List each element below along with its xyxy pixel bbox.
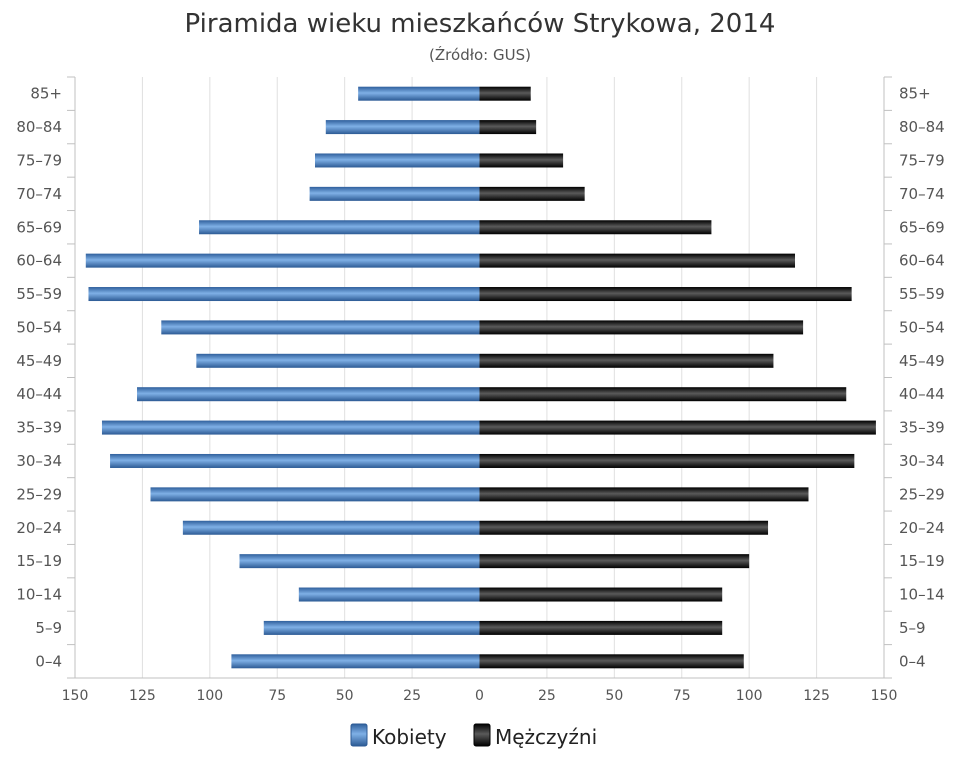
bar-kobiety[interactable] <box>85 253 480 268</box>
bar-kobiety[interactable] <box>315 153 480 168</box>
category-label-left: 5–9 <box>35 619 62 637</box>
category-label-right: 15–19 <box>899 552 945 570</box>
category-label-right: 45–49 <box>899 352 945 370</box>
category-label-right: 35–39 <box>899 419 945 437</box>
category-label-right: 25–29 <box>899 485 945 503</box>
legend-item-mezczyzni[interactable]: Mężczyźni <box>473 723 597 749</box>
category-label-left: 85+ <box>30 85 62 103</box>
bar-mezczyzni[interactable] <box>479 620 723 635</box>
bar-mezczyzni[interactable] <box>479 86 531 101</box>
category-label-right: 30–34 <box>899 452 945 470</box>
x-tick-label: 25 <box>538 688 556 704</box>
category-label-left: 75–79 <box>16 151 62 169</box>
x-tick-label: 125 <box>129 688 156 704</box>
category-label-left: 50–54 <box>16 318 62 336</box>
x-tick-label: 100 <box>736 688 763 704</box>
bar-mezczyzni[interactable] <box>479 420 876 435</box>
x-tick-label: 75 <box>673 688 691 704</box>
x-tick-label: 0 <box>475 688 484 704</box>
x-tick-labels: 150 125 100 75 50 25 0 25 50 75 100 125 150 <box>62 688 898 704</box>
bar-kobiety[interactable] <box>298 587 480 602</box>
bar-mezczyzni[interactable] <box>479 387 847 402</box>
bar-kobiety[interactable] <box>101 420 480 435</box>
bar-kobiety[interactable] <box>263 620 480 635</box>
category-label-right: 20–24 <box>899 519 945 537</box>
category-label-left: 0–4 <box>35 652 62 670</box>
category-label-left: 35–39 <box>16 419 62 437</box>
category-label-left: 30–34 <box>16 452 62 470</box>
x-tick-label: 50 <box>605 688 623 704</box>
bar-mezczyzni[interactable] <box>479 153 564 168</box>
category-label-right: 75–79 <box>899 151 945 169</box>
bar-mezczyzni[interactable] <box>479 554 750 569</box>
x-tick-label: 100 <box>196 688 223 704</box>
category-label-right: 60–64 <box>899 252 945 270</box>
axes <box>67 76 892 679</box>
category-label-left: 80–84 <box>16 118 62 136</box>
chart-subtitle: (Źródło: GUS) <box>429 45 531 64</box>
category-label-right: 5–9 <box>899 619 926 637</box>
bar-mezczyzni[interactable] <box>479 287 852 302</box>
category-labels: 0–4 0–4 5–9 5–9 10–14 10–14 15–19 15–19 20–24 20–… <box>16 85 944 671</box>
bar-kobiety[interactable] <box>182 520 480 535</box>
bar-kobiety[interactable] <box>309 186 480 201</box>
bar-mezczyzni[interactable] <box>479 120 537 135</box>
chart-title: Piramida wieku mieszkańców Strykowa, 201… <box>185 9 776 39</box>
category-label-left: 65–69 <box>16 218 62 236</box>
bar-kobiety[interactable] <box>161 320 480 335</box>
bar-mezczyzni[interactable] <box>479 587 723 602</box>
bar-mezczyzni[interactable] <box>479 186 585 201</box>
bars <box>85 86 876 669</box>
category-label-right: 85+ <box>899 85 931 103</box>
bar-mezczyzni[interactable] <box>479 253 796 268</box>
category-label-right: 65–69 <box>899 218 945 236</box>
category-label-right: 50–54 <box>899 318 945 336</box>
bar-kobiety[interactable] <box>137 387 480 402</box>
legend[interactable]: Kobiety Mężczyźni <box>350 723 597 749</box>
category-label-right: 10–14 <box>899 586 945 604</box>
x-tick-label: 150 <box>62 688 89 704</box>
category-label-left: 70–74 <box>16 185 62 203</box>
legend-item-kobiety[interactable]: Kobiety <box>350 723 447 749</box>
x-tick-label: 125 <box>803 688 830 704</box>
x-tick-label: 25 <box>403 688 421 704</box>
category-label-right: 40–44 <box>899 385 945 403</box>
category-label-left: 25–29 <box>16 485 62 503</box>
bar-kobiety[interactable] <box>199 220 480 235</box>
bar-kobiety[interactable] <box>358 86 480 101</box>
bar-kobiety[interactable] <box>239 554 480 569</box>
category-label-left: 15–19 <box>16 552 62 570</box>
bar-kobiety[interactable] <box>196 353 480 368</box>
bar-kobiety[interactable] <box>325 120 480 135</box>
x-tick-label: 75 <box>268 688 286 704</box>
bar-mezczyzni[interactable] <box>479 487 809 502</box>
bar-kobiety[interactable] <box>231 654 480 669</box>
x-tick-label: 50 <box>336 688 354 704</box>
bar-mezczyzni[interactable] <box>479 520 769 535</box>
category-label-right: 80–84 <box>899 118 945 136</box>
legend-swatch-kobiety <box>350 723 368 747</box>
category-label-right: 55–59 <box>899 285 945 303</box>
bar-mezczyzni[interactable] <box>479 220 712 235</box>
legend-label-mezczyzni: Mężczyźni <box>495 725 597 749</box>
bar-kobiety[interactable] <box>150 487 480 502</box>
category-label-left: 40–44 <box>16 385 62 403</box>
bar-mezczyzni[interactable] <box>479 320 804 335</box>
category-label-left: 55–59 <box>16 285 62 303</box>
category-label-left: 10–14 <box>16 586 62 604</box>
legend-swatch-mezczyzni <box>473 723 491 747</box>
legend-label-kobiety: Kobiety <box>372 725 447 749</box>
bar-mezczyzni[interactable] <box>479 353 774 368</box>
bar-kobiety[interactable] <box>110 453 480 468</box>
category-label-right: 70–74 <box>899 185 945 203</box>
bar-mezczyzni[interactable] <box>479 654 744 669</box>
x-tick-label: 150 <box>871 688 898 704</box>
category-label-left: 45–49 <box>16 352 62 370</box>
category-label-left: 20–24 <box>16 519 62 537</box>
category-label-right: 0–4 <box>899 652 926 670</box>
bar-mezczyzni[interactable] <box>479 453 855 468</box>
category-label-left: 60–64 <box>16 252 62 270</box>
bar-kobiety[interactable] <box>88 287 480 302</box>
